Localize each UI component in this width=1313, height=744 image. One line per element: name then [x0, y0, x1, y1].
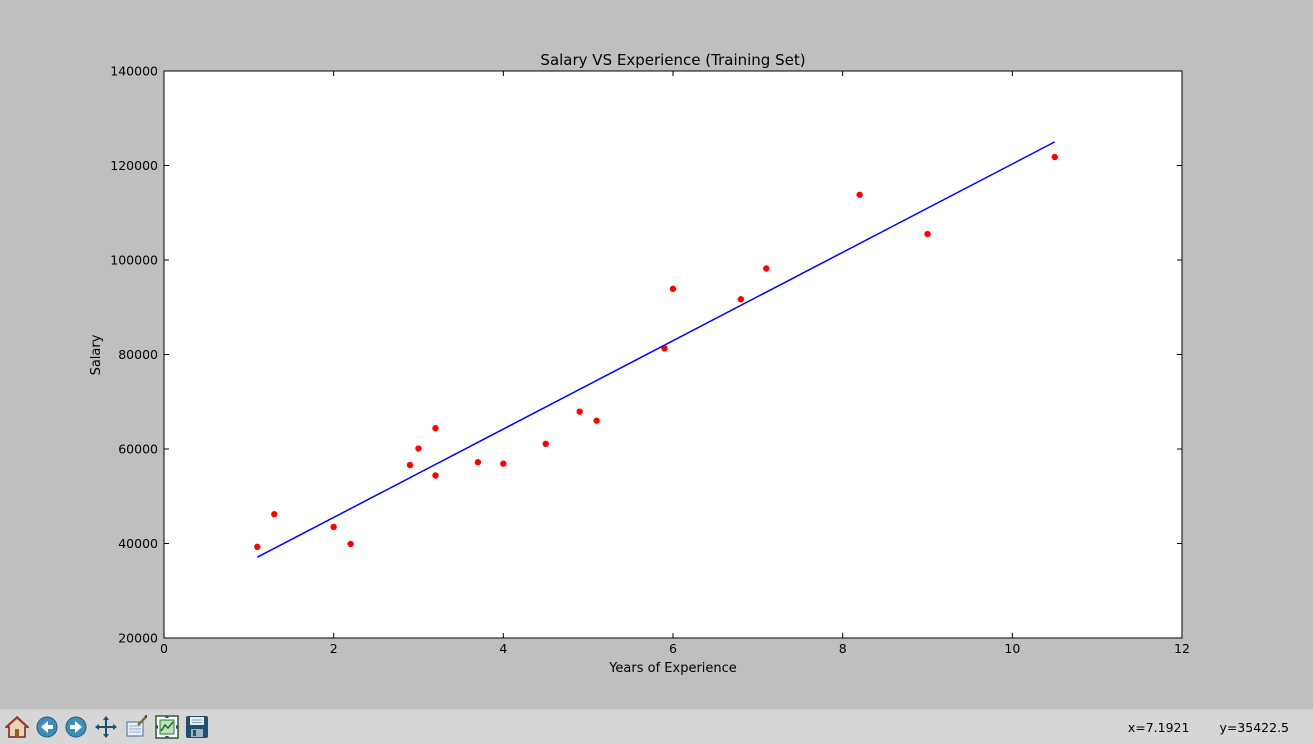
x-tick-label: 10 [1004, 641, 1020, 656]
data-point [406, 461, 414, 469]
y-tick-label: 60000 [118, 442, 158, 457]
zoom-rect-icon [124, 715, 148, 739]
data-point [1051, 153, 1058, 161]
back-button[interactable] [34, 714, 60, 740]
data-point [737, 296, 745, 303]
y-axis-label: Salary [89, 334, 104, 375]
subplots-config-icon [155, 715, 179, 739]
salary-experience-chart: 0 2 4 6 8 10 12 20000 40000 60000 80000 100000 12000… [89, 51, 1190, 676]
x-tick-label: 4 [499, 641, 507, 656]
data-point [576, 408, 583, 415]
data-point [432, 472, 439, 479]
data-point [763, 265, 770, 272]
data-point [500, 460, 507, 467]
x-tick-label: 2 [330, 641, 338, 656]
back-arrow-icon [35, 715, 59, 739]
forward-button[interactable] [63, 714, 89, 740]
navigation-toolbar: x=7.1921 y=35422.5 [0, 709, 1313, 744]
forward-arrow-icon [64, 715, 88, 739]
cursor-coordinates: x=7.1921 y=35422.5 [1128, 720, 1289, 735]
home-button[interactable] [4, 714, 30, 740]
data-point [593, 417, 600, 424]
data-point [924, 230, 931, 238]
x-axis-label: Years of Experience [608, 661, 737, 676]
y-tick-label: 80000 [118, 347, 158, 362]
y-tick-label: 100000 [110, 253, 158, 268]
x-tick-label: 12 [1174, 641, 1190, 656]
data-point [542, 440, 549, 448]
cursor-y-readout: y=35422.5 [1219, 720, 1289, 735]
data-point [415, 445, 422, 452]
cursor-x-readout: x=7.1921 [1127, 720, 1190, 735]
data-point [347, 540, 354, 548]
data-point [669, 285, 677, 293]
pan-button[interactable] [93, 714, 119, 740]
data-point [330, 523, 337, 531]
figure-canvas[interactable]: 0 2 4 6 8 10 12 20000 40000 60000 80000 100000 12000… [0, 0, 1313, 709]
pan-move-icon [94, 715, 118, 739]
data-point [856, 191, 863, 198]
save-button[interactable] [184, 714, 210, 740]
save-disk-icon [185, 715, 209, 739]
y-tick-label: 120000 [110, 158, 158, 173]
zoom-button[interactable] [123, 714, 149, 740]
subplots-button[interactable] [154, 714, 180, 740]
y-tick-label: 40000 [118, 536, 158, 551]
regression-line [256, 141, 1056, 558]
y-tick-label: 20000 [118, 631, 158, 646]
x-tick-label: 8 [839, 641, 847, 656]
x-tick-label: 6 [669, 641, 677, 656]
y-tick-label: 140000 [110, 64, 158, 79]
data-point [271, 511, 278, 518]
data-point [254, 543, 261, 551]
plot-area [164, 71, 1182, 638]
x-tick-label: 0 [160, 641, 168, 656]
data-point [432, 425, 439, 432]
data-point [474, 459, 482, 466]
chart-title: Salary VS Experience (Training Set) [540, 51, 805, 69]
home-icon [5, 715, 29, 739]
